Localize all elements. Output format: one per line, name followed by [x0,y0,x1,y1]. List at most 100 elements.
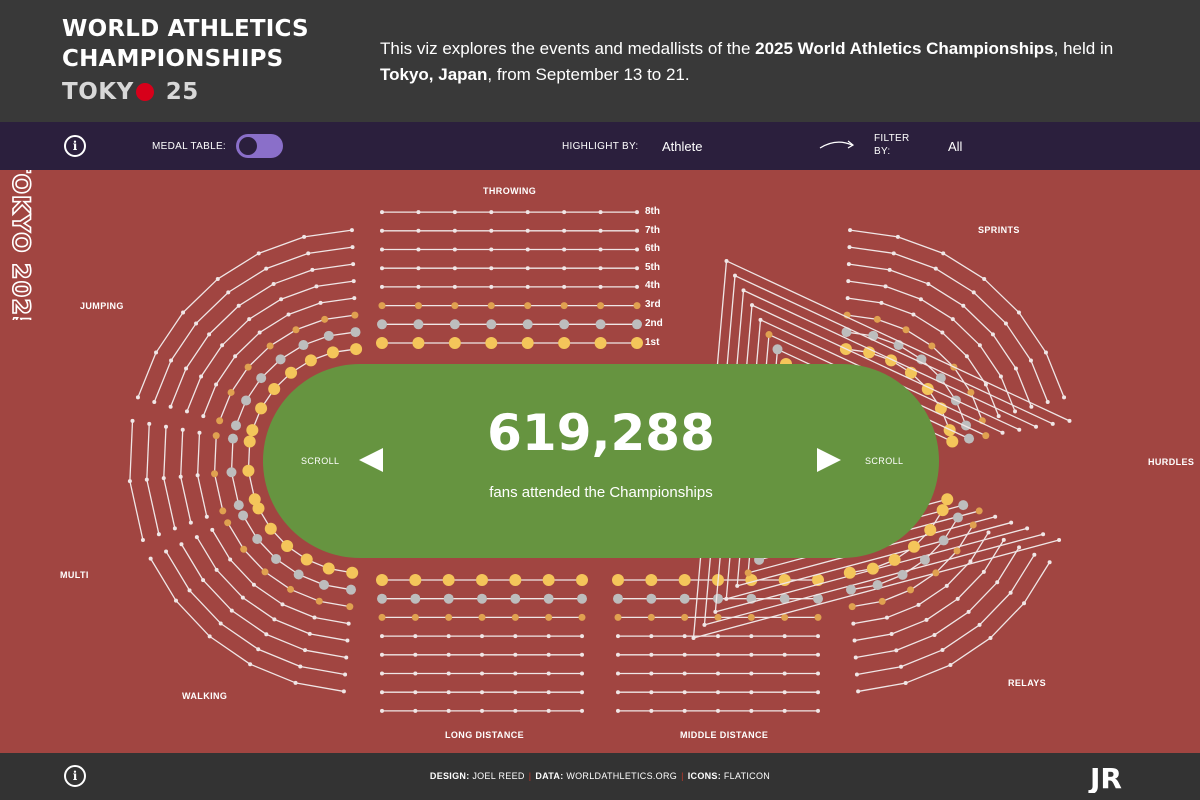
long-distance-lane-dot[interactable] [380,652,384,657]
sprints-lane-dot[interactable] [950,317,955,322]
hurdles-lane-dot[interactable] [702,622,707,627]
sprints-lane-dot[interactable] [996,414,1001,419]
long-distance-lane-dot[interactable] [413,671,418,676]
walking-lane-dot[interactable] [148,556,153,561]
jumping-medal-dot[interactable] [351,311,359,319]
throwing-lane-dot[interactable] [452,210,457,215]
walking-medal-dot[interactable] [346,584,357,595]
long-distance-medal-dot[interactable] [577,593,587,604]
middle-distance-lane-dot[interactable] [649,708,654,713]
sprints-lane-dot[interactable] [911,312,916,317]
throwing-lane-dot[interactable] [562,284,567,289]
middle-distance-medal-dot[interactable] [612,574,624,586]
sprints-lane-dot[interactable] [971,290,976,295]
jumping-medal-dot[interactable] [241,395,252,406]
throwing-medal-dot[interactable] [485,337,498,349]
jumping-medal-dot[interactable] [323,330,334,341]
hurdles-lane-dot[interactable] [691,635,696,640]
sprints-lane-dot[interactable] [933,266,938,271]
middle-distance-lane-dot[interactable] [816,708,820,713]
throwing-medal-dot[interactable] [376,337,388,349]
jumping-lane-dot[interactable] [271,281,276,286]
long-distance-lane-dot[interactable] [513,652,518,657]
relays-lane-dot[interactable] [1008,590,1013,595]
jumping-medal-dot[interactable] [244,363,252,371]
multi-lane-dot[interactable] [147,421,152,426]
jumping-medal-dot[interactable] [255,402,268,415]
walking-lane-dot[interactable] [307,631,312,636]
multi-lane-dot[interactable] [204,514,209,519]
multi-medal-dot[interactable] [242,464,255,477]
long-distance-lane-dot[interactable] [580,634,584,639]
walking-lane-dot[interactable] [312,615,317,620]
walking-lane-dot[interactable] [214,567,219,572]
walking-lane-dot[interactable] [264,632,269,637]
sprints-lane-dot[interactable] [990,332,995,337]
throwing-lane-dot[interactable] [416,266,421,271]
middle-distance-lane-dot[interactable] [616,708,620,713]
long-distance-lane-dot[interactable] [580,708,584,713]
long-distance-lane-dot[interactable] [446,634,451,639]
long-distance-medal-dot[interactable] [443,593,454,604]
sprints-medal-dot[interactable] [967,388,975,396]
throwing-lane-dot[interactable] [380,247,384,252]
throwing-lane-dot[interactable] [489,284,494,289]
multi-medal-dot[interactable] [226,467,237,478]
middle-distance-lane-dot[interactable] [616,671,620,676]
sprints-lane-dot[interactable] [848,228,853,233]
multi-lane-dot[interactable] [195,473,200,478]
long-distance-medal-dot[interactable] [411,613,419,621]
middle-distance-lane-dot[interactable] [816,690,820,695]
jumping-lane-dot[interactable] [352,296,357,301]
throwing-medal-dot[interactable] [559,319,570,330]
walking-medal-dot[interactable] [322,562,335,575]
long-distance-lane-dot[interactable] [480,690,484,695]
long-distance-lane-dot[interactable] [513,671,518,676]
relays-lane-dot[interactable] [948,662,953,667]
throwing-lane-dot[interactable] [525,284,530,289]
throwing-lane-dot[interactable] [562,247,567,252]
hurdles-lane-dot[interactable] [724,258,729,263]
relays-lane-dot[interactable] [981,569,986,574]
jumping-lane-dot[interactable] [220,343,225,348]
throwing-medal-dot[interactable] [524,302,532,310]
medal-table-toggle[interactable] [236,134,283,158]
middle-distance-medal-dot[interactable] [647,613,655,621]
sprints-lane-dot[interactable] [887,267,892,272]
middle-distance-lane-dot[interactable] [782,671,787,676]
middle-distance-lane-dot[interactable] [782,690,787,695]
middle-distance-lane-dot[interactable] [649,634,654,639]
sprints-lane-dot[interactable] [1013,409,1018,414]
walking-lane-dot[interactable] [341,689,346,694]
relays-medal-dot[interactable] [845,584,856,595]
walking-lane-dot[interactable] [251,582,256,587]
hurdles-lane-dot[interactable] [993,514,998,519]
jumping-lane-dot[interactable] [181,310,186,315]
throwing-medal-dot[interactable] [377,319,387,330]
middle-distance-lane-dot[interactable] [649,652,654,657]
middle-distance-medal-dot[interactable] [613,593,623,604]
long-distance-medal-dot[interactable] [542,574,555,586]
walking-lane-dot[interactable] [218,621,223,626]
long-distance-lane-dot[interactable] [580,652,584,657]
throwing-lane-dot[interactable] [525,228,530,233]
walking-medal-dot[interactable] [264,522,277,535]
middle-distance-lane-dot[interactable] [716,652,720,657]
long-distance-lane-dot[interactable] [413,634,418,639]
sprints-lane-dot[interactable] [879,300,884,305]
jumping-lane-dot[interactable] [351,262,356,267]
long-distance-medal-dot[interactable] [445,613,453,621]
sprints-lane-dot[interactable] [1043,350,1048,355]
long-distance-medal-dot[interactable] [477,593,487,604]
middle-distance-medal-dot[interactable] [747,613,755,621]
relays-medal-dot[interactable] [938,535,949,546]
relays-medal-dot[interactable] [848,603,856,611]
long-distance-lane-dot[interactable] [480,671,484,676]
long-distance-lane-dot[interactable] [546,690,551,695]
throwing-medal-dot[interactable] [486,319,497,330]
long-distance-lane-dot[interactable] [480,708,484,713]
relays-medal-dot[interactable] [932,569,940,577]
relays-lane-dot[interactable] [968,559,973,564]
long-distance-lane-dot[interactable] [546,708,551,713]
relays-lane-dot[interactable] [916,602,921,607]
